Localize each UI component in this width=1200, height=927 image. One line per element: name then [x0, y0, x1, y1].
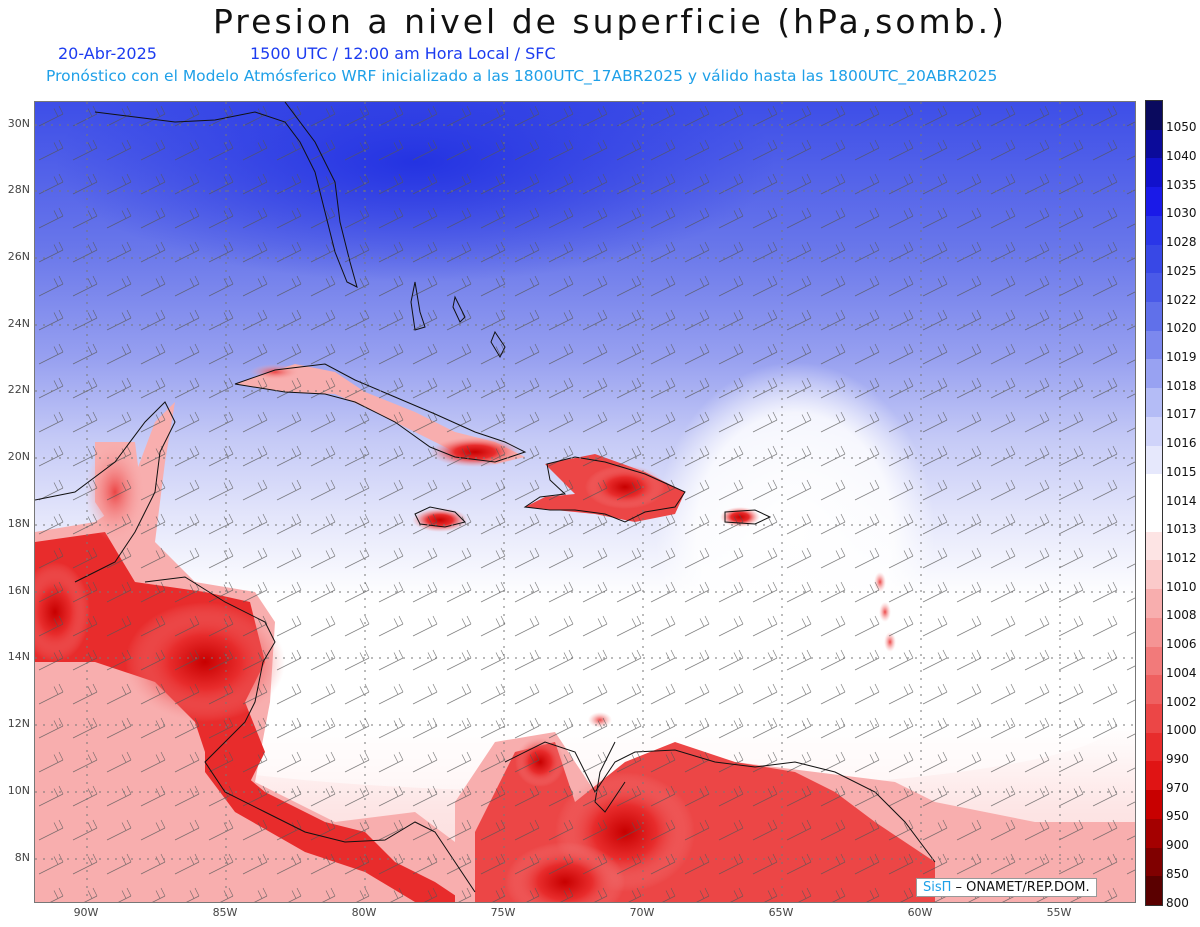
colorbar-label-1019: 1019	[1166, 349, 1197, 364]
model-info: Pronóstico con el Modelo Atmósferico WRF…	[46, 67, 998, 85]
colorbar-cell-800	[1146, 876, 1162, 906]
colorbar-cell-1018	[1146, 359, 1162, 389]
lat-label-14n: 14N	[7, 650, 30, 663]
lon-label-80w: 80W	[351, 906, 377, 919]
colorbar-label-1022: 1022	[1166, 292, 1197, 307]
colorbar-cell-970	[1146, 761, 1162, 791]
lon-label-60w: 60W	[907, 906, 933, 919]
forecast-time: 1500 UTC / 12:00 am Hora Local / SFC	[250, 44, 556, 63]
colorbar-cell-990	[1146, 732, 1162, 762]
colorbar-label-1015: 1015	[1166, 464, 1197, 479]
credit-text: – ONAMET/REP.DOM.	[951, 880, 1090, 895]
lat-label-8n: 8N	[14, 851, 30, 864]
colorbar-label-1008: 1008	[1166, 608, 1197, 623]
lon-label-75w: 75W	[490, 906, 516, 919]
colorbar-cell-1019	[1146, 330, 1162, 360]
colorbar-label-1016: 1016	[1166, 436, 1197, 451]
colorbar-cell-1025	[1146, 244, 1162, 274]
colorbar-label-1004: 1004	[1166, 665, 1197, 680]
colorbar-cell-1028	[1146, 215, 1162, 246]
colorbar-cell-1012	[1146, 531, 1162, 561]
colorbar-cell-1008	[1146, 589, 1162, 619]
colorbar-label-1013: 1013	[1166, 522, 1197, 537]
lat-label-16n: 16N	[7, 584, 30, 597]
colorbar-label-1040: 1040	[1166, 148, 1197, 163]
lat-label-22n: 22N	[7, 383, 30, 396]
colorbar-label-950: 950	[1166, 809, 1189, 824]
colorbar-label-1014: 1014	[1166, 493, 1197, 508]
graticule	[35, 102, 1135, 902]
colorbar-cell-1050	[1146, 101, 1162, 131]
credit-label: SisΠ – ONAMET/REP.DOM.	[916, 878, 1097, 897]
colorbar-label-1017: 1017	[1166, 407, 1197, 422]
colorbar-cell-1015	[1146, 445, 1162, 475]
colorbar-label-900: 900	[1166, 838, 1189, 853]
colorbar-label-1035: 1035	[1166, 177, 1197, 192]
lat-label-10n: 10N	[7, 784, 30, 797]
colorbar-label-850: 850	[1166, 866, 1189, 881]
colorbar-label-990: 990	[1166, 751, 1189, 766]
colorbar-label-970: 970	[1166, 780, 1189, 795]
colorbar-cell-1017	[1146, 388, 1162, 418]
lon-label-70w: 70W	[629, 906, 655, 919]
lat-label-30n: 30N	[7, 117, 30, 130]
lon-label-85w: 85W	[212, 906, 238, 919]
pressure-map-svg	[35, 102, 1135, 902]
colorbar-label-1000: 1000	[1166, 723, 1197, 738]
colorbar-cell-1013	[1146, 503, 1162, 533]
colorbar-cell-1016	[1146, 416, 1162, 447]
lon-label-55w: 55W	[1046, 906, 1072, 919]
colorbar-label-1006: 1006	[1166, 637, 1197, 652]
colorbar-cell-850	[1146, 847, 1162, 877]
coastlines	[35, 102, 936, 893]
map-title: Presion a nivel de superficie (hPa,somb.…	[212, 2, 1008, 41]
colorbar-cell-1014	[1146, 474, 1162, 504]
wind-barbs	[35, 102, 1135, 902]
credit-brand: SisΠ	[923, 880, 952, 895]
lon-label-90w: 90W	[73, 906, 99, 919]
colorbar-cell-1002	[1146, 675, 1162, 705]
colorbar-cell-1040	[1146, 129, 1162, 159]
colorbar-cell-1000	[1146, 704, 1162, 734]
colorbar-cell-1020	[1146, 302, 1162, 332]
colorbar-cell-1022	[1146, 273, 1162, 303]
colorbar-label-1050: 1050	[1166, 120, 1197, 135]
lat-label-28n: 28N	[7, 183, 30, 196]
lat-label-26n: 26N	[7, 250, 30, 263]
lat-label-12n: 12N	[7, 717, 30, 730]
lat-label-24n: 24N	[7, 317, 30, 330]
pressure-map	[34, 101, 1136, 903]
colorbar-label-1002: 1002	[1166, 694, 1197, 709]
colorbar-cell-900	[1146, 818, 1162, 849]
pressure-colorbar	[1145, 100, 1163, 906]
colorbar-cell-1006	[1146, 617, 1162, 648]
colorbar-label-1030: 1030	[1166, 206, 1197, 221]
colorbar-label-1010: 1010	[1166, 579, 1197, 594]
lon-label-65w: 65W	[768, 906, 794, 919]
colorbar-cell-1035	[1146, 158, 1162, 188]
lat-label-18n: 18N	[7, 517, 30, 530]
colorbar-label-1020: 1020	[1166, 321, 1197, 336]
colorbar-cell-1030	[1146, 187, 1162, 217]
colorbar-cell-1004	[1146, 646, 1162, 676]
colorbar-label-800: 800	[1166, 895, 1189, 910]
forecast-date: 20-Abr-2025	[58, 44, 157, 63]
colorbar-label-1012: 1012	[1166, 550, 1197, 565]
colorbar-label-1018: 1018	[1166, 378, 1197, 393]
colorbar-label-1025: 1025	[1166, 263, 1197, 278]
colorbar-label-1028: 1028	[1166, 235, 1197, 250]
colorbar-cell-1010	[1146, 560, 1162, 590]
lat-label-20n: 20N	[7, 450, 30, 463]
colorbar-cell-950	[1146, 790, 1162, 820]
